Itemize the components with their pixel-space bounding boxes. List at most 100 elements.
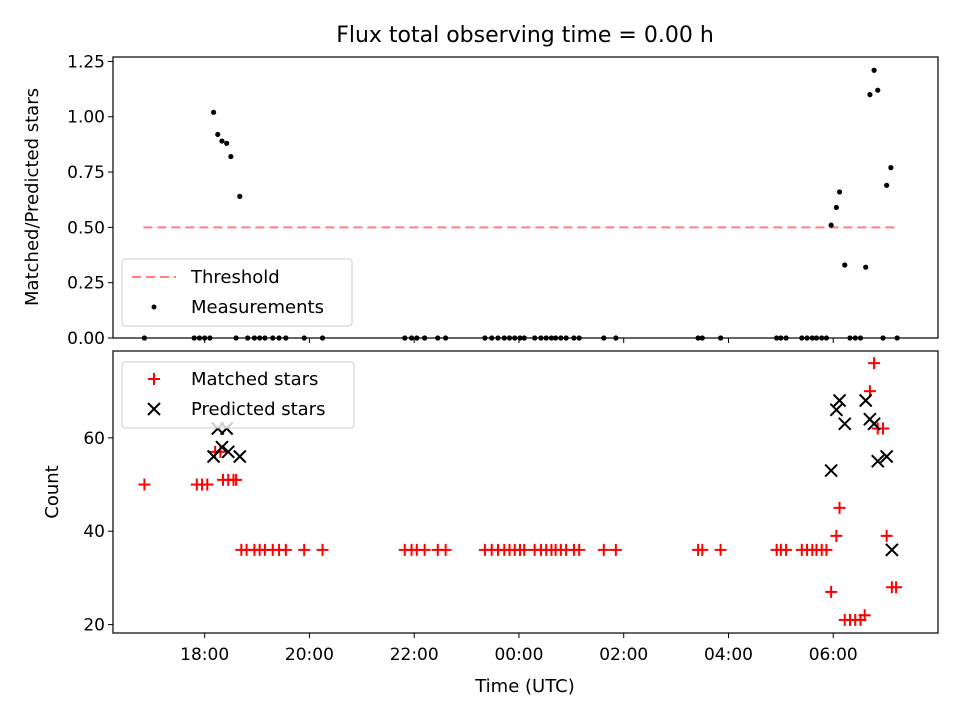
matched-star-point xyxy=(573,543,586,556)
bottom-panel: 20 40 60 18:00 20:00 22:00 00:00 02:00 04:00 06:… xyxy=(42,350,939,697)
predicted-star-point xyxy=(867,417,881,431)
measurement-point xyxy=(224,140,230,146)
predicted-star-x-b xyxy=(215,440,229,454)
predicted-star-x-b xyxy=(859,393,873,408)
predicted-star-x-b xyxy=(879,449,894,464)
chart-title: Flux total observing time = 0.00 h xyxy=(336,23,714,48)
matched-star-point xyxy=(518,543,531,556)
predicted-star-point xyxy=(832,393,847,408)
top-y-ticks: 0.00 0.25 0.50 0.75 1.00 1.25 xyxy=(67,52,113,349)
top-legend-box xyxy=(121,258,353,327)
predicted-star-point xyxy=(871,454,885,468)
predicted-star-x-b xyxy=(885,543,899,557)
matched-star-point xyxy=(820,543,833,556)
legend-predicted-swatch xyxy=(147,402,161,416)
top-legend: Threshold Measurements xyxy=(121,258,353,327)
bottom-y-tick-label: 60 xyxy=(83,429,105,449)
measurement-point xyxy=(836,189,843,195)
top-axes-frame xyxy=(112,56,939,339)
bottom-y-ticks: 20 40 60 xyxy=(83,429,113,636)
bottom-x-tick-label: 18:00 xyxy=(180,645,229,665)
predicted-star-x-b xyxy=(867,417,881,431)
predicted-star-point xyxy=(859,393,873,408)
predicted-star-x-b xyxy=(871,454,885,468)
predicted-star-point xyxy=(838,417,852,431)
predicted-star-x-b xyxy=(221,445,235,459)
bottom-x-tick-label: 22:00 xyxy=(390,645,439,665)
matched-star-point xyxy=(833,501,846,514)
bottom-x-tick-label: 00:00 xyxy=(494,645,543,665)
predicted-star-x-b xyxy=(824,463,838,478)
predicted-star-x-b xyxy=(829,403,844,417)
matched-star-point xyxy=(780,543,793,556)
measurement-point xyxy=(833,204,839,211)
predicted-star-x-b xyxy=(838,417,852,431)
bottom-x-tick-label: 02:00 xyxy=(599,645,648,665)
matched-star-point xyxy=(714,543,727,556)
measurement-point xyxy=(867,92,873,98)
measurement-point xyxy=(219,138,225,144)
legend-measurements-swatch xyxy=(151,304,157,310)
matched-star-point xyxy=(880,529,893,542)
predicted-star-point xyxy=(885,543,899,557)
top-y-tick-label: 0.25 xyxy=(67,274,105,294)
bottom-axes-frame xyxy=(112,350,939,634)
matched-star-point xyxy=(201,478,214,491)
matched-star-point xyxy=(138,478,151,491)
measurement-point xyxy=(863,264,869,270)
matched-star-point xyxy=(316,543,329,556)
measurement-point xyxy=(215,131,221,138)
measurement-point xyxy=(875,87,881,93)
top-y-tick-label: 0.50 xyxy=(67,218,105,238)
top-y-tick-label: 1.25 xyxy=(67,52,105,72)
measurement-point xyxy=(228,153,234,160)
x-axis-label: Time (UTC) xyxy=(474,676,575,697)
bottom-y-tick-label: 20 xyxy=(83,616,105,636)
bottom-legend-box xyxy=(121,361,355,429)
measurement-point xyxy=(884,182,890,188)
matched-star-point xyxy=(858,609,871,622)
top-y-tick-label: 1.00 xyxy=(67,108,105,128)
measurement-point xyxy=(888,165,894,171)
predicted-star-x-b xyxy=(832,393,847,408)
matched-star-point xyxy=(439,543,452,556)
top-y-tick-label: 0.00 xyxy=(67,329,105,349)
predicted-star-point xyxy=(215,440,229,454)
matched-star-point xyxy=(890,581,903,594)
bottom-x-tick-label: 20:00 xyxy=(285,645,334,665)
matched-star-point xyxy=(696,543,709,556)
legend-predicted-label: Predicted stars xyxy=(191,399,325,420)
top-x-ticks xyxy=(204,338,834,343)
legend-threshold-label: Threshold xyxy=(190,267,280,288)
predicted-star-point xyxy=(233,449,247,464)
predicted-star-point xyxy=(879,449,894,464)
legend-matched-label: Matched stars xyxy=(191,369,318,390)
top-panel: 0.00 0.25 0.50 0.75 1.00 1.25 Matched/Predict… xyxy=(22,52,939,349)
bottom-y-axis-label: Count xyxy=(42,465,63,518)
matched-star-point xyxy=(597,543,610,556)
bottom-x-tick-label: 04:00 xyxy=(704,645,753,665)
matched-star-point xyxy=(868,357,881,370)
measurement-point xyxy=(210,109,217,115)
measurement-point xyxy=(871,67,877,73)
top-y-axis-label: Matched/Predicted stars xyxy=(22,88,43,306)
matched-star-point xyxy=(279,543,292,556)
matched-star-point xyxy=(825,585,838,598)
predicted-star-point xyxy=(221,445,235,459)
measurement-point xyxy=(842,262,848,268)
legend-matched-swatch xyxy=(148,373,160,385)
bottom-x-ticks: 18:00 20:00 22:00 00:00 02:00 04:00 06:00 xyxy=(180,633,858,665)
measurement-point xyxy=(237,193,243,199)
bottom-plot-area xyxy=(138,357,903,626)
top-y-tick-label: 0.75 xyxy=(67,163,105,183)
measurement-point xyxy=(828,222,834,228)
bottom-y-tick-label: 40 xyxy=(83,522,105,542)
predicted-star-point xyxy=(829,403,844,417)
matched-star-point xyxy=(609,543,622,556)
predicted-star-point xyxy=(824,463,838,478)
matched-star-point xyxy=(230,473,243,486)
matched-star-point xyxy=(298,543,311,556)
bottom-x-tick-label: 06:00 xyxy=(809,645,858,665)
